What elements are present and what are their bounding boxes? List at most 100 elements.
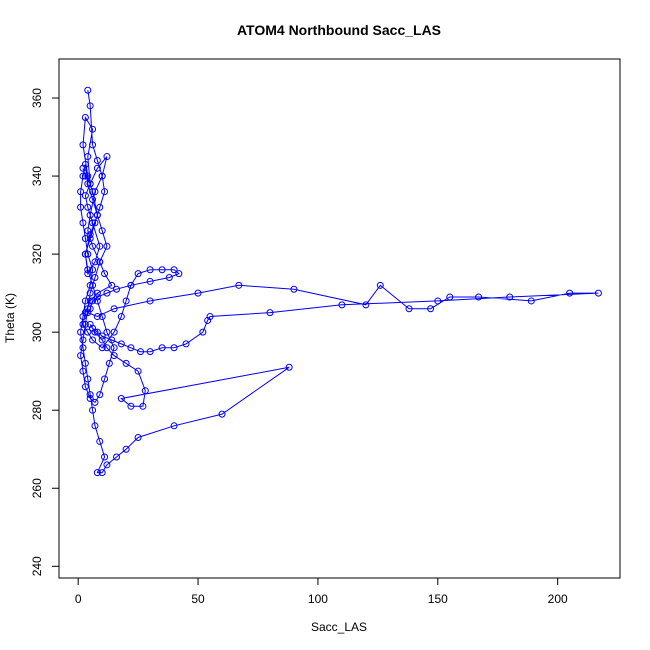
data-point bbox=[81, 359, 89, 367]
data-point bbox=[86, 320, 94, 328]
data-point bbox=[84, 86, 92, 94]
data-point bbox=[235, 281, 243, 289]
data-point bbox=[79, 344, 87, 352]
x-tick-label: 200 bbox=[548, 592, 568, 606]
data-point bbox=[338, 301, 346, 309]
data-point bbox=[127, 281, 135, 289]
data-point bbox=[194, 289, 202, 297]
data-point bbox=[79, 336, 87, 344]
data-point bbox=[93, 289, 101, 297]
series-points bbox=[77, 86, 602, 477]
data-point bbox=[199, 328, 207, 336]
data-point bbox=[117, 313, 125, 321]
data-point bbox=[446, 293, 454, 301]
data-point bbox=[96, 203, 104, 211]
data-point bbox=[89, 324, 97, 332]
data-point bbox=[113, 453, 121, 461]
x-tick-label: 150 bbox=[428, 592, 448, 606]
data-point bbox=[93, 164, 101, 172]
data-point bbox=[89, 336, 97, 344]
y-tick-label: 240 bbox=[30, 556, 44, 576]
data-point bbox=[170, 344, 178, 352]
data-point bbox=[81, 320, 89, 328]
data-point bbox=[103, 289, 111, 297]
y-tick-label: 300 bbox=[30, 322, 44, 342]
x-tick-label: 0 bbox=[75, 592, 82, 606]
x-tick-label: 50 bbox=[191, 592, 205, 606]
data-point bbox=[86, 281, 94, 289]
data-point bbox=[84, 375, 92, 383]
data-point bbox=[79, 313, 87, 321]
data-point bbox=[146, 277, 154, 285]
data-point bbox=[165, 274, 173, 282]
data-point bbox=[84, 328, 92, 336]
data-point bbox=[91, 274, 99, 282]
data-point bbox=[103, 328, 111, 336]
data-point bbox=[81, 172, 89, 180]
data-point bbox=[93, 293, 101, 301]
data-point bbox=[117, 340, 125, 348]
data-point bbox=[108, 281, 116, 289]
data-point bbox=[89, 141, 97, 149]
data-point bbox=[146, 348, 154, 356]
y-tick-label: 260 bbox=[30, 478, 44, 498]
data-point bbox=[89, 188, 97, 196]
data-point bbox=[141, 387, 149, 395]
data-point bbox=[77, 188, 85, 196]
data-point bbox=[98, 332, 106, 340]
data-point bbox=[110, 352, 118, 360]
data-point bbox=[175, 270, 183, 278]
data-point bbox=[206, 313, 214, 321]
data-point bbox=[362, 301, 370, 309]
data-point bbox=[113, 285, 121, 293]
data-point bbox=[139, 402, 147, 410]
data-point bbox=[101, 453, 109, 461]
data-point bbox=[86, 211, 94, 219]
data-point bbox=[96, 258, 104, 266]
data-point bbox=[89, 281, 97, 289]
data-point bbox=[285, 363, 293, 371]
data-point bbox=[84, 203, 92, 211]
data-point bbox=[594, 289, 602, 297]
data-point bbox=[81, 309, 89, 317]
data-point bbox=[86, 394, 94, 402]
data-point bbox=[84, 305, 92, 313]
data-point bbox=[506, 293, 514, 301]
data-point bbox=[127, 402, 135, 410]
data-point bbox=[89, 266, 97, 274]
data-point bbox=[84, 270, 92, 278]
data-point bbox=[93, 469, 101, 477]
data-point bbox=[96, 242, 104, 250]
data-point bbox=[134, 270, 142, 278]
data-point bbox=[93, 328, 101, 336]
data-point bbox=[98, 469, 106, 477]
data-point bbox=[81, 114, 89, 122]
data-point bbox=[98, 336, 106, 344]
y-tick-label: 340 bbox=[30, 166, 44, 186]
data-point bbox=[158, 266, 166, 274]
data-point bbox=[405, 305, 413, 313]
data-point bbox=[81, 192, 89, 200]
data-point bbox=[122, 297, 130, 305]
data-point bbox=[101, 270, 109, 278]
series-line bbox=[80, 90, 599, 474]
data-point bbox=[137, 348, 145, 356]
data-point bbox=[170, 266, 178, 274]
data-point bbox=[86, 231, 94, 239]
data-point bbox=[89, 195, 97, 203]
data-point bbox=[77, 328, 85, 336]
data-point bbox=[84, 153, 92, 161]
data-point bbox=[98, 313, 106, 321]
data-point bbox=[77, 352, 85, 360]
data-point bbox=[79, 164, 87, 172]
data-point bbox=[86, 297, 94, 305]
data-point bbox=[108, 336, 116, 344]
data-point bbox=[110, 305, 118, 313]
data-point bbox=[96, 391, 104, 399]
data-point bbox=[81, 297, 89, 305]
data-point bbox=[86, 305, 94, 313]
data-point bbox=[84, 266, 92, 274]
data-point bbox=[86, 235, 94, 243]
data-point bbox=[79, 367, 87, 375]
